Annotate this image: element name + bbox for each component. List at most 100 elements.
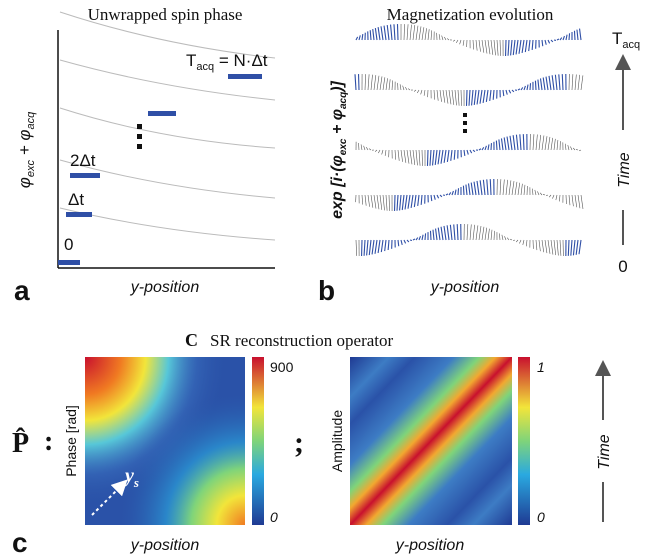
spin-vector xyxy=(541,39,544,47)
spin-vector xyxy=(437,227,441,241)
spin-vector xyxy=(520,87,524,91)
phase-bar xyxy=(70,173,100,178)
spin-vector xyxy=(361,33,364,41)
x-axis-label: y-position xyxy=(430,279,500,296)
spin-vector xyxy=(577,194,581,209)
spin-vector xyxy=(565,34,568,41)
spin-vector xyxy=(561,74,564,91)
spin-vector xyxy=(407,194,411,209)
spin-vector xyxy=(551,75,555,91)
spin-vector xyxy=(578,239,582,255)
spin-vector xyxy=(459,39,462,45)
spin-vector xyxy=(421,27,425,41)
spin-vector xyxy=(472,224,475,241)
panel-letter: b xyxy=(318,275,335,306)
spin-vector xyxy=(556,38,560,41)
subscript: acq xyxy=(25,111,37,130)
spin-vector xyxy=(364,194,367,206)
spin-vector xyxy=(379,76,383,91)
spin-vector xyxy=(471,89,474,106)
spin-vector xyxy=(515,39,519,55)
x-axis-label: y-position xyxy=(130,537,200,554)
spin-vector xyxy=(376,194,380,210)
spin-vector xyxy=(511,89,515,93)
phase-curve xyxy=(59,11,276,59)
spin-vector xyxy=(534,80,537,91)
spin-vector xyxy=(440,226,444,241)
colorbar xyxy=(518,357,530,525)
phase-curve xyxy=(59,207,276,241)
spin-vector xyxy=(573,30,576,41)
spin-vector xyxy=(453,149,456,160)
time-label: Time xyxy=(596,434,613,470)
spin-vector xyxy=(535,134,538,151)
heading-letter: C xyxy=(185,330,198,350)
spin-vector xyxy=(410,194,414,209)
spin-vector xyxy=(420,89,423,95)
spin-vector xyxy=(499,233,501,241)
spin-vector xyxy=(370,194,374,208)
spin-vector xyxy=(418,235,422,241)
spin-vector xyxy=(415,25,419,41)
spin-vector xyxy=(570,146,573,151)
spin-vector xyxy=(363,145,366,151)
spin-vector xyxy=(385,78,388,91)
spin-vector xyxy=(503,137,507,151)
spin-vector xyxy=(367,194,370,207)
spin-vector xyxy=(380,239,384,253)
spin-vector xyxy=(542,194,546,196)
phase-curve xyxy=(59,59,276,101)
spin-vector xyxy=(472,149,476,153)
spin-vector xyxy=(547,39,551,44)
spin-vector xyxy=(415,237,419,241)
spin-vector xyxy=(481,39,485,53)
spin-vector xyxy=(542,77,546,91)
spin-vector xyxy=(470,182,474,196)
spin-vector xyxy=(550,239,554,255)
spin-vector xyxy=(529,83,532,91)
spin-vector xyxy=(478,39,481,52)
spin-vector xyxy=(509,135,513,151)
spin-vector xyxy=(539,192,543,196)
spin-vector xyxy=(572,147,576,151)
spin-vector xyxy=(420,194,423,205)
y-axis-label: φexc + φacq xyxy=(15,111,37,188)
spin-vector xyxy=(570,239,573,256)
spin-vector xyxy=(412,25,416,41)
spin-vector xyxy=(517,88,521,91)
spin-vector xyxy=(456,39,459,43)
time-label: Time xyxy=(616,152,633,188)
spin-vector xyxy=(430,194,433,202)
spin-vector xyxy=(504,236,507,241)
spin-vector xyxy=(502,89,505,97)
spin-vector xyxy=(440,149,444,164)
spin-vector xyxy=(369,30,372,41)
spin-vector xyxy=(481,146,485,151)
annotation-arrow xyxy=(91,479,128,516)
spin-vector xyxy=(415,149,418,166)
spin-vector xyxy=(572,239,576,256)
spin-vector xyxy=(405,86,408,91)
spin-vector xyxy=(558,74,561,91)
panel-title: Magnetization evolution xyxy=(387,5,554,24)
text-part: T xyxy=(186,51,196,70)
spin-vector xyxy=(538,239,541,252)
spin-vector xyxy=(407,88,411,91)
spin-vector xyxy=(555,194,558,201)
spin-vector xyxy=(559,37,563,41)
spin-vector xyxy=(431,149,435,166)
spin-vector xyxy=(396,194,399,211)
spin-vector xyxy=(548,75,552,91)
spin-vector xyxy=(421,149,423,166)
spin-vector xyxy=(532,134,535,151)
time-bottom-label: 0 xyxy=(618,257,627,276)
spin-vector xyxy=(482,89,486,103)
dot xyxy=(137,144,142,149)
spin-vector xyxy=(445,193,449,196)
spin-vector xyxy=(486,179,489,196)
spin-vector xyxy=(424,233,427,241)
spin-vector xyxy=(360,144,363,151)
spin-vector xyxy=(418,149,421,166)
spin-vector xyxy=(552,194,555,199)
spin-vector xyxy=(387,239,390,251)
